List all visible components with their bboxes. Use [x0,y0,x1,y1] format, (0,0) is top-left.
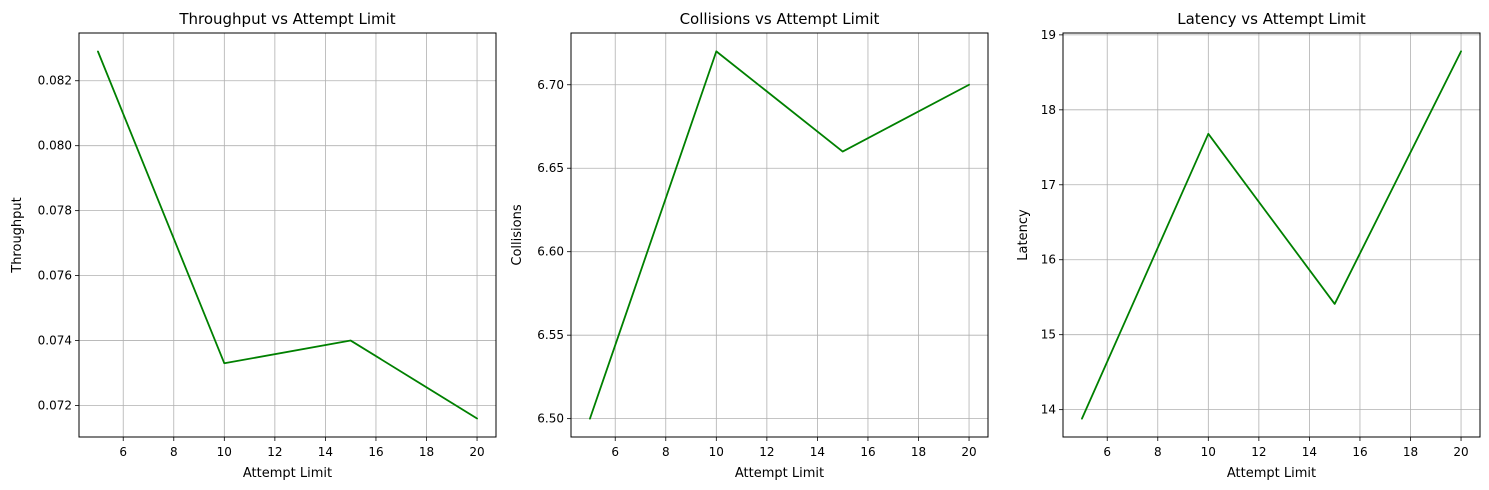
y-tick-label: 6.50 [537,412,564,426]
series-line-1 [97,50,478,420]
y-tick-label: 18 [1041,103,1056,117]
y-tick-label: 14 [1041,403,1056,417]
chart-title: Collisions vs Attempt Limit [680,10,880,28]
chart-title: Latency vs Attempt Limit [1177,10,1366,28]
x-tick-label: 12 [1251,445,1266,459]
y-tick-label: 6.60 [537,245,564,259]
x-tick-label: 10 [709,445,724,459]
series-line-1 [1081,50,1462,420]
x-tick-label: 16 [368,445,383,459]
y-tick-label: 6.65 [537,161,564,175]
x-axis-label: Attempt Limit [1227,466,1316,481]
x-tick-label: 8 [662,445,670,459]
chart-title: Throughput vs Attempt Limit [178,10,395,28]
chart-panel-3: 6 8 10 12 14 16 18 20 14 15 16 17 18 19 Latency vs Att… [1016,10,1481,481]
chart-panel-1: 6 8 10 12 14 16 18 20 0.072 0.074 0.076 0.078 0.080 0… [10,10,497,481]
x-tick-label: 12 [267,445,282,459]
x-tick-label: 16 [1352,445,1367,459]
x-tick-label: 10 [1201,445,1216,459]
y-tick-label: 0.076 [38,269,72,283]
x-tick-label: 6 [1103,445,1111,459]
y-tick-label: 0.072 [38,398,72,412]
x-tick-label: 8 [1154,445,1162,459]
x-tick-label: 20 [469,445,484,459]
x-tick-label: 16 [860,445,875,459]
plot-frame [78,32,497,438]
x-tick-label: 8 [170,445,178,459]
y-tick-label: 0.074 [38,334,72,348]
y-tick-label: 0.080 [38,139,72,153]
x-tick-label: 18 [1403,445,1418,459]
x-tick-label: 12 [759,445,774,459]
x-tick-label: 10 [217,445,232,459]
series-line-1 [589,50,970,420]
plot-frame [570,32,989,438]
plot-frame [1062,32,1481,438]
y-tick-label: 17 [1041,178,1056,192]
x-tick-label: 20 [1453,445,1468,459]
y-tick-label: 6.55 [537,328,564,342]
x-tick-label: 6 [611,445,619,459]
x-axis-label: Attempt Limit [243,466,332,481]
x-tick-label: 18 [911,445,926,459]
chart-panel-2: 6 8 10 12 14 16 18 20 6.50 6.55 6.60 6.65 6.70 Collis… [510,10,989,481]
x-tick-label: 14 [810,445,825,459]
x-axis-label: Attempt Limit [735,466,824,481]
y-axis-label: Throughput [10,197,25,274]
y-axis-label: Latency [1016,209,1031,261]
x-tick-label: 18 [419,445,434,459]
y-tick-label: 0.078 [38,204,72,218]
y-tick-label: 0.082 [38,74,72,88]
y-tick-label: 16 [1041,253,1056,267]
y-tick-label: 15 [1041,328,1056,342]
x-tick-label: 6 [119,445,127,459]
y-tick-label: 6.70 [537,78,564,92]
y-tick-label: 19 [1041,28,1056,42]
x-tick-label: 20 [961,445,976,459]
x-tick-label: 14 [318,445,333,459]
y-axis-label: Collisions [510,204,525,265]
x-tick-label: 14 [1302,445,1317,459]
